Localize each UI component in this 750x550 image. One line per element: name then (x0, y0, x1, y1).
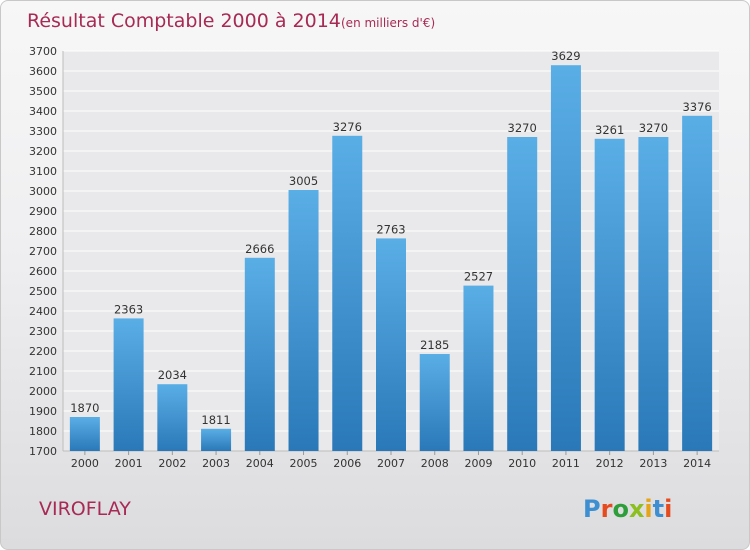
bar-2011 (550, 65, 581, 451)
value-labels: 1870 2363 2034 1811 2666 3005 3276 2763 2185 2527… (70, 49, 712, 427)
x-tick-label-2009: 2009 (464, 457, 492, 470)
y-axis-ticks: 1700 1800 1900 2000 2100 2200 2300 2400 2500 2600… (29, 45, 57, 458)
y-tick-label: 1800 (29, 425, 57, 438)
value-label-2005: 3005 (289, 174, 318, 188)
value-label-2001: 2363 (114, 302, 143, 316)
value-label-2002: 2034 (158, 368, 187, 382)
bar-2004 (244, 257, 275, 451)
y-tick-label: 1700 (29, 445, 57, 458)
y-tick-label: 2800 (29, 225, 57, 238)
bar-2001 (113, 318, 144, 451)
bar-layer (69, 65, 713, 452)
value-label-2006: 3276 (333, 120, 362, 134)
y-tick-label: 3100 (29, 165, 57, 178)
x-tick-label-2005: 2005 (290, 457, 318, 470)
y-tick-label: 2600 (29, 265, 57, 278)
x-tick-label-2004: 2004 (246, 457, 274, 470)
x-tick-label-2000: 2000 (71, 457, 99, 470)
value-label-2010: 3270 (508, 121, 537, 135)
y-tick-label: 2700 (29, 245, 57, 258)
chart-title: Résultat Comptable 2000 à 2014 (27, 10, 341, 32)
bar-2005 (288, 190, 319, 451)
x-tick-label-2003: 2003 (202, 457, 230, 470)
value-label-2003: 1811 (201, 413, 230, 427)
bar-2013 (638, 137, 669, 451)
y-tick-label: 2100 (29, 365, 57, 378)
x-tick-label-2008: 2008 (421, 457, 449, 470)
y-tick-label: 2900 (29, 205, 57, 218)
x-tick-label-2001: 2001 (115, 457, 143, 470)
y-tick-label: 2000 (29, 385, 57, 398)
y-tick-label: 3200 (29, 145, 57, 158)
value-label-2000: 1870 (70, 401, 99, 415)
y-tick-label: 2500 (29, 285, 57, 298)
y-tick-label: 3000 (29, 185, 57, 198)
value-label-2007: 2763 (376, 222, 405, 236)
x-tick-label-2014: 2014 (683, 457, 711, 470)
bar-2012 (594, 138, 625, 452)
value-label-2014: 3376 (682, 100, 711, 114)
y-tick-label: 3700 (29, 45, 57, 58)
y-tick-label: 3600 (29, 65, 57, 78)
y-tick-label: 2300 (29, 325, 57, 338)
x-tick-label-2002: 2002 (158, 457, 186, 470)
bar-2007 (376, 238, 406, 451)
x-axis-ticks: 2000 2001 2002 2003 2004 2005 2006 2007 2008 2009… (71, 451, 711, 470)
value-label-2012: 3261 (595, 123, 624, 137)
bar-2000 (69, 417, 100, 451)
y-tick-label: 3500 (29, 85, 57, 98)
bar-2006 (332, 135, 363, 452)
value-label-2013: 3270 (639, 121, 668, 135)
value-label-2009: 2527 (464, 270, 493, 284)
x-tick-label-2013: 2013 (639, 457, 667, 470)
y-tick-label: 2400 (29, 305, 57, 318)
y-tick-label: 2200 (29, 345, 57, 358)
bar-2008 (419, 354, 450, 451)
y-tick-label: 3300 (29, 125, 57, 138)
x-tick-label-2007: 2007 (377, 457, 405, 470)
proxiti-logo: Proxiti (583, 495, 672, 523)
y-tick-label: 3400 (29, 105, 57, 118)
value-label-2011: 3629 (551, 49, 580, 63)
x-tick-label-2011: 2011 (552, 457, 580, 470)
chart-subtitle: (en milliers d'€) (341, 16, 435, 30)
x-tick-label-2010: 2010 (508, 457, 536, 470)
bar-2010 (507, 137, 538, 451)
city-name: VIROFLAY (39, 498, 131, 520)
bar-2003 (201, 428, 232, 451)
bar-2009 (463, 285, 494, 451)
x-tick-label-2006: 2006 (333, 457, 361, 470)
value-label-2008: 2185 (420, 338, 449, 352)
bar-2002 (157, 384, 188, 451)
y-tick-label: 1900 (29, 405, 57, 418)
bar-2014 (682, 115, 713, 452)
value-label-2004: 2666 (245, 242, 274, 256)
x-tick-label-2012: 2012 (596, 457, 624, 470)
